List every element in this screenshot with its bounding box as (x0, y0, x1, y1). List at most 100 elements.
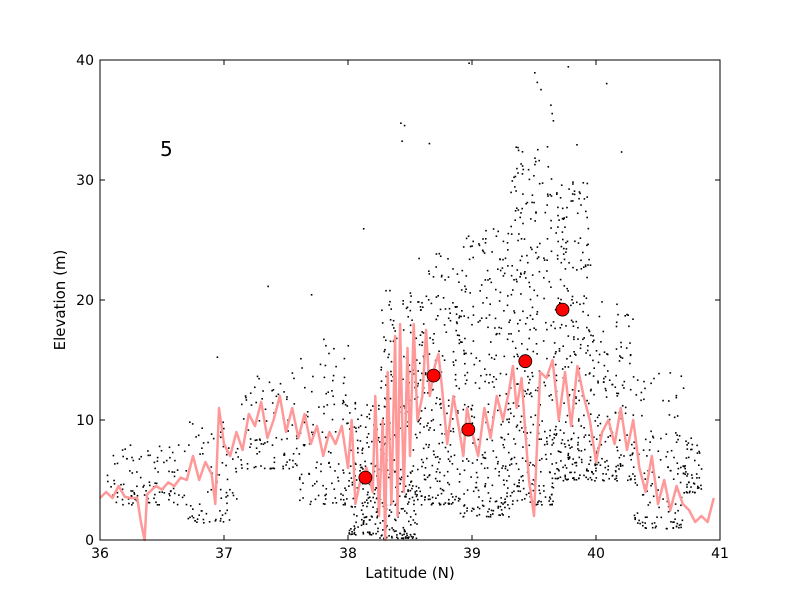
scatter-point (466, 510, 468, 512)
scatter-point (521, 475, 524, 477)
scatter-point (355, 430, 358, 433)
scatter-point (570, 200, 573, 202)
scatter-point (452, 361, 455, 363)
scatter-point (558, 348, 561, 350)
scatter-point (471, 507, 474, 510)
scatter-point (512, 289, 514, 291)
scatter-point (544, 496, 547, 498)
scatter-point (471, 462, 474, 464)
scatter-point (575, 402, 577, 405)
scatter-point (360, 414, 363, 417)
scatter-point (624, 412, 627, 415)
scatter-point (381, 309, 383, 312)
scatter-point (411, 487, 413, 490)
scatter-point (419, 431, 421, 434)
scatter-point (360, 466, 362, 469)
scatter-point (327, 450, 330, 453)
scatter-point (577, 436, 580, 439)
scatter-point (431, 409, 433, 411)
scatter-point (392, 500, 395, 503)
scatter-point (402, 329, 405, 331)
scatter-point (502, 465, 504, 467)
scatter-point (618, 439, 621, 441)
scatter-point (372, 506, 374, 508)
scatter-point (634, 518, 636, 521)
scatter-point (543, 277, 545, 279)
scatter-point (307, 415, 309, 418)
scatter-point (609, 435, 612, 437)
scatter-point (375, 532, 377, 535)
scatter-point (538, 485, 540, 487)
x-tick-label: 39 (463, 546, 481, 562)
scatter-point (554, 363, 557, 366)
scatter-point (593, 367, 595, 369)
scatter-point (467, 316, 470, 319)
scatter-point (487, 403, 490, 405)
scatter-point (675, 394, 678, 397)
scatter-point (658, 372, 660, 375)
scatter-point (662, 399, 664, 402)
scatter-point (273, 456, 276, 459)
scatter-point (499, 505, 502, 508)
scatter-point (506, 242, 509, 244)
scatter-point (368, 519, 371, 521)
scatter-point (451, 496, 454, 498)
scatter-point (468, 258, 471, 261)
scatter-point (405, 537, 407, 539)
scatter-point (615, 465, 617, 468)
scatter-point (459, 512, 462, 515)
scatter-point (669, 469, 672, 472)
scatter-point (615, 374, 617, 377)
scatter-point (556, 477, 559, 480)
scatter-point (106, 474, 109, 477)
scatter-point (521, 343, 523, 345)
scatter-point (311, 433, 314, 436)
scatter-point (650, 484, 652, 487)
scatter-point (216, 356, 219, 358)
scatter-point (516, 353, 519, 356)
scatter-point (155, 482, 158, 485)
scatter-point (647, 504, 650, 506)
scatter-point (389, 319, 392, 321)
scatter-point (582, 302, 585, 305)
scatter-point (507, 265, 509, 267)
scatter-point (563, 402, 565, 404)
red-marker-point (461, 422, 476, 437)
scatter-point (573, 190, 576, 192)
scatter-point (407, 490, 409, 493)
scatter-point (411, 470, 414, 472)
scatter-point (390, 373, 392, 376)
scatter-point (332, 379, 334, 382)
scatter-point (531, 375, 534, 378)
scatter-point (524, 323, 527, 325)
scatter-point (607, 370, 609, 372)
scatter-point (426, 457, 428, 460)
scatter-point (599, 464, 602, 466)
scatter-point (515, 426, 518, 428)
x-tick-label: 37 (215, 546, 233, 562)
scatter-point (643, 398, 645, 401)
scatter-point (265, 420, 268, 422)
scatter-point (676, 522, 679, 525)
scatter-point (304, 386, 306, 389)
scatter-point (472, 240, 474, 243)
scatter-point (458, 317, 460, 319)
scatter-point (455, 321, 458, 323)
scatter-point (556, 192, 558, 194)
scatter-point (513, 355, 515, 358)
scatter-point (498, 332, 501, 335)
scatter-point (389, 397, 392, 400)
scatter-point (597, 461, 600, 464)
scatter-point (589, 476, 592, 479)
scatter-point (629, 342, 631, 344)
scatter-point (619, 355, 621, 357)
scatter-point (410, 480, 413, 483)
scatter-point (508, 333, 510, 335)
scatter-point (357, 451, 359, 454)
scatter-point (507, 487, 509, 489)
scatter-point (508, 516, 510, 518)
scatter-point (619, 464, 622, 466)
scatter-point (497, 230, 499, 233)
scatter-point (587, 314, 589, 317)
scatter-point (696, 444, 698, 447)
